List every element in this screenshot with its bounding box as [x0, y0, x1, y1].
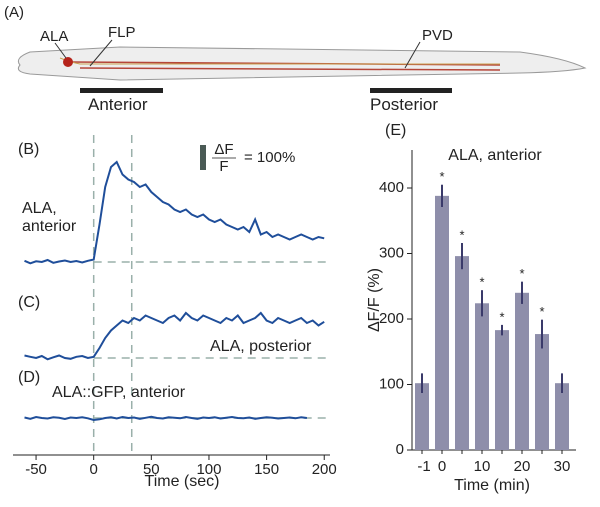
- panel-label: (C): [18, 294, 41, 311]
- region-label: Posterior: [370, 95, 439, 114]
- neuron-label: FLP: [108, 24, 136, 41]
- region-label: Anterior: [88, 95, 148, 114]
- neuron-label: PVD: [422, 27, 453, 44]
- x-axis-label: Time (sec): [145, 473, 220, 490]
- y-tick-label: 0: [396, 441, 404, 458]
- trace: [24, 415, 308, 422]
- x-tick-label: 20: [514, 458, 531, 475]
- significance-marker: *: [439, 169, 444, 184]
- bar: [555, 383, 569, 450]
- scale-denominator: F: [219, 158, 228, 175]
- y-tick-label: 100: [379, 375, 404, 392]
- y-tick-label: 200: [379, 310, 404, 327]
- neuron-label: ALA: [40, 28, 69, 45]
- significance-marker: *: [459, 227, 464, 242]
- bar: [515, 292, 529, 450]
- x-tick-label: 50: [143, 461, 160, 478]
- x-tick-label: -1: [417, 458, 430, 475]
- x-tick-label: 0: [438, 458, 446, 475]
- significance-marker: *: [499, 309, 504, 324]
- significance-marker: *: [539, 304, 544, 319]
- significance-marker: *: [479, 275, 484, 290]
- x-tick-label: 0: [90, 461, 98, 478]
- scale-bar: [200, 145, 206, 170]
- bar: [415, 383, 429, 450]
- bar: [495, 330, 509, 450]
- series-label: ALA, anterior: [22, 200, 77, 235]
- x-tick-label: 150: [254, 461, 279, 478]
- bar: [455, 256, 469, 450]
- panel-label: (A): [4, 4, 24, 21]
- x-tick-label: 30: [554, 458, 571, 475]
- panel-label: (D): [18, 369, 41, 386]
- y-axis-label: ΔF/F (%): [366, 268, 383, 332]
- chart-title: ALA, anterior: [448, 147, 542, 164]
- trace: [24, 160, 325, 265]
- x-axis-label: Time (min): [454, 477, 530, 494]
- y-tick-label: 300: [379, 244, 404, 261]
- x-tick-label: -50: [25, 461, 47, 478]
- worm-drawing: [17, 39, 587, 93]
- significance-marker: *: [519, 266, 524, 281]
- panel-label: (B): [18, 141, 40, 158]
- x-tick-label: 100: [196, 461, 221, 478]
- x-tick-label: 200: [312, 461, 337, 478]
- bar: [475, 303, 489, 450]
- x-tick-label: 10: [474, 458, 491, 475]
- bar: [535, 334, 549, 450]
- panel-label: (E): [385, 122, 407, 139]
- scale-label: = 100%: [244, 149, 295, 166]
- y-tick-label: 400: [379, 179, 404, 196]
- series-label: ALA, posterior: [210, 338, 312, 355]
- bar: [435, 195, 449, 450]
- trace: [24, 311, 325, 361]
- scale-numerator: ΔF: [214, 141, 233, 158]
- series-label: ALA::GFP, anterior: [52, 384, 186, 401]
